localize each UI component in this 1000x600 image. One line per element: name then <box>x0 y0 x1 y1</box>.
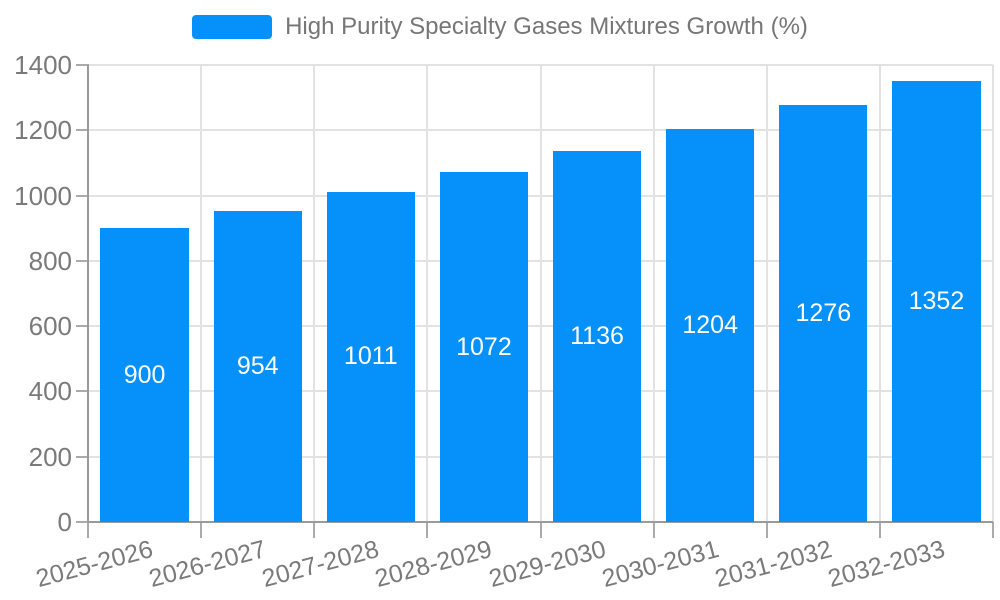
legend: High Purity Specialty Gases Mixtures Gro… <box>0 13 1000 41</box>
x-axis-label: 2025-2026 <box>33 535 156 593</box>
bar[interactable]: 1276 <box>779 105 868 522</box>
x-axis-label: 2026-2027 <box>146 535 269 593</box>
x-axis-tick <box>200 522 203 538</box>
x-axis-tick <box>313 522 316 538</box>
x-axis-tick <box>878 522 881 538</box>
y-axis-tick <box>76 521 89 523</box>
bar-value-label: 1352 <box>908 286 965 315</box>
x-grid-line <box>539 65 542 522</box>
x-axis-tick <box>87 522 89 538</box>
bar-value-label: 1204 <box>682 310 738 339</box>
bar-value-label: 1276 <box>795 299 852 328</box>
bar[interactable]: 1072 <box>439 172 529 522</box>
bar[interactable]: 954 <box>213 210 302 522</box>
y-axis-label: 0 <box>57 507 72 537</box>
x-axis-tick <box>426 522 429 538</box>
y-axis-tick <box>76 194 89 197</box>
x-axis-label: 2030-2031 <box>598 535 722 593</box>
legend-swatch[interactable] <box>192 15 273 39</box>
x-grid-line <box>992 65 994 522</box>
y-axis-tick <box>76 64 89 66</box>
y-axis-label: 600 <box>28 311 72 342</box>
bar[interactable]: 900 <box>100 228 189 522</box>
x-axis-line <box>87 521 993 523</box>
legend-label[interactable]: High Purity Specialty Gases Mixtures Gro… <box>285 13 808 40</box>
x-axis-label: 2032-2033 <box>824 535 948 593</box>
bar[interactable]: 1204 <box>666 128 755 522</box>
x-grid-line <box>652 65 655 522</box>
x-axis-tick <box>992 522 994 538</box>
x-grid-line <box>765 65 768 522</box>
x-grid-line <box>313 65 316 522</box>
x-grid-line <box>200 65 203 522</box>
x-axis-label: 2031-2032 <box>711 535 835 593</box>
y-axis-label: 1000 <box>14 180 72 211</box>
bar-value-label: 1072 <box>456 332 512 361</box>
bar-value-label: 900 <box>123 360 166 389</box>
y-axis-line <box>87 65 89 522</box>
bar[interactable]: 1136 <box>552 151 642 522</box>
x-axis-tick <box>652 522 655 538</box>
x-grid-line <box>878 65 881 522</box>
x-axis-label: 2028-2029 <box>372 535 496 593</box>
bar[interactable]: 1011 <box>326 191 415 522</box>
y-axis-tick <box>76 455 89 458</box>
y-axis-label: 1400 <box>14 50 72 80</box>
bar-value-label: 1136 <box>570 322 624 351</box>
y-axis-label: 1200 <box>14 115 72 146</box>
y-axis-tick <box>76 325 89 328</box>
y-axis-tick <box>76 259 89 262</box>
y-axis-label: 200 <box>28 441 72 472</box>
y-axis-label: 800 <box>28 245 72 276</box>
y-axis-label: 400 <box>28 376 72 407</box>
x-axis-tick <box>539 522 542 538</box>
x-axis-label: 2029-2030 <box>485 535 609 593</box>
bar-value-label: 1011 <box>343 342 398 371</box>
x-axis-label: 2027-2028 <box>259 535 383 593</box>
x-axis-tick <box>765 522 768 538</box>
y-axis-tick <box>76 390 89 393</box>
x-grid-line <box>426 65 429 522</box>
bar[interactable]: 1352 <box>892 80 981 522</box>
bar-value-label: 954 <box>236 351 279 380</box>
y-axis-tick <box>76 129 89 132</box>
